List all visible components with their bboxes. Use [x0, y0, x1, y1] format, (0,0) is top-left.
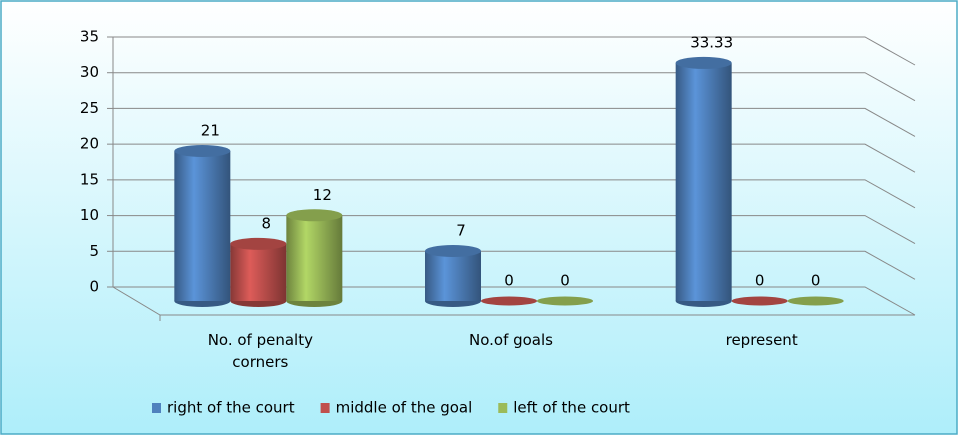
data-label: 0 — [811, 272, 821, 290]
bar — [174, 145, 231, 307]
bar — [230, 237, 287, 307]
data-label: 21 — [201, 122, 220, 140]
y-tick-label: 10 — [80, 206, 99, 224]
data-label: 0 — [504, 272, 514, 290]
bar — [537, 296, 593, 306]
y-tick-label: 0 — [89, 278, 99, 296]
bar — [286, 209, 343, 307]
bar-body — [286, 215, 343, 301]
y-tick-label: 20 — [80, 135, 99, 153]
grid-line — [113, 286, 916, 316]
legend-label: left of the court — [513, 399, 630, 417]
y-tick-label: 30 — [80, 63, 99, 81]
bar-top — [731, 296, 788, 306]
bar-body — [675, 62, 732, 301]
bar — [675, 56, 732, 307]
data-label: 8 — [262, 214, 272, 232]
y-tick-label: 15 — [80, 170, 99, 188]
bar-top — [537, 296, 593, 306]
bar-top — [174, 145, 231, 157]
bar — [787, 296, 844, 306]
bar-top — [425, 245, 481, 257]
bar-top — [675, 56, 732, 69]
data-label: 33.33 — [690, 33, 733, 51]
x-tick-label: No.of goals — [468, 331, 553, 349]
data-label: 0 — [560, 272, 570, 290]
legend-swatch — [320, 403, 330, 413]
bar-body — [230, 243, 287, 301]
bar-top — [787, 296, 844, 306]
bar — [425, 245, 481, 307]
grid-line — [113, 143, 916, 173]
data-label: 12 — [313, 186, 332, 204]
bar — [731, 296, 788, 306]
data-label: 7 — [456, 222, 466, 240]
legend-label: right of the court — [167, 399, 295, 417]
y-tick-label: 25 — [80, 99, 99, 117]
y-tick-label: 5 — [89, 242, 99, 260]
bar — [481, 296, 537, 306]
grid-line — [113, 215, 916, 245]
y-tick-label: 35 — [80, 28, 99, 46]
bar-top — [230, 237, 287, 250]
x-tick-label: No. of penalty corners — [207, 331, 313, 371]
grid-line — [113, 250, 916, 280]
bar-top — [481, 296, 537, 306]
grid-line — [113, 72, 916, 102]
grid-line — [113, 36, 916, 66]
bar-body — [425, 251, 481, 301]
bar-top — [286, 209, 343, 222]
legend-swatch — [498, 403, 508, 413]
x-tick-label: represent — [725, 331, 798, 349]
grid-line — [113, 107, 916, 137]
legend-swatch — [152, 403, 161, 413]
legend-label: middle of the goal — [336, 399, 473, 417]
data-label: 0 — [755, 272, 765, 290]
bar-body — [174, 151, 231, 301]
grid-line — [113, 179, 916, 209]
